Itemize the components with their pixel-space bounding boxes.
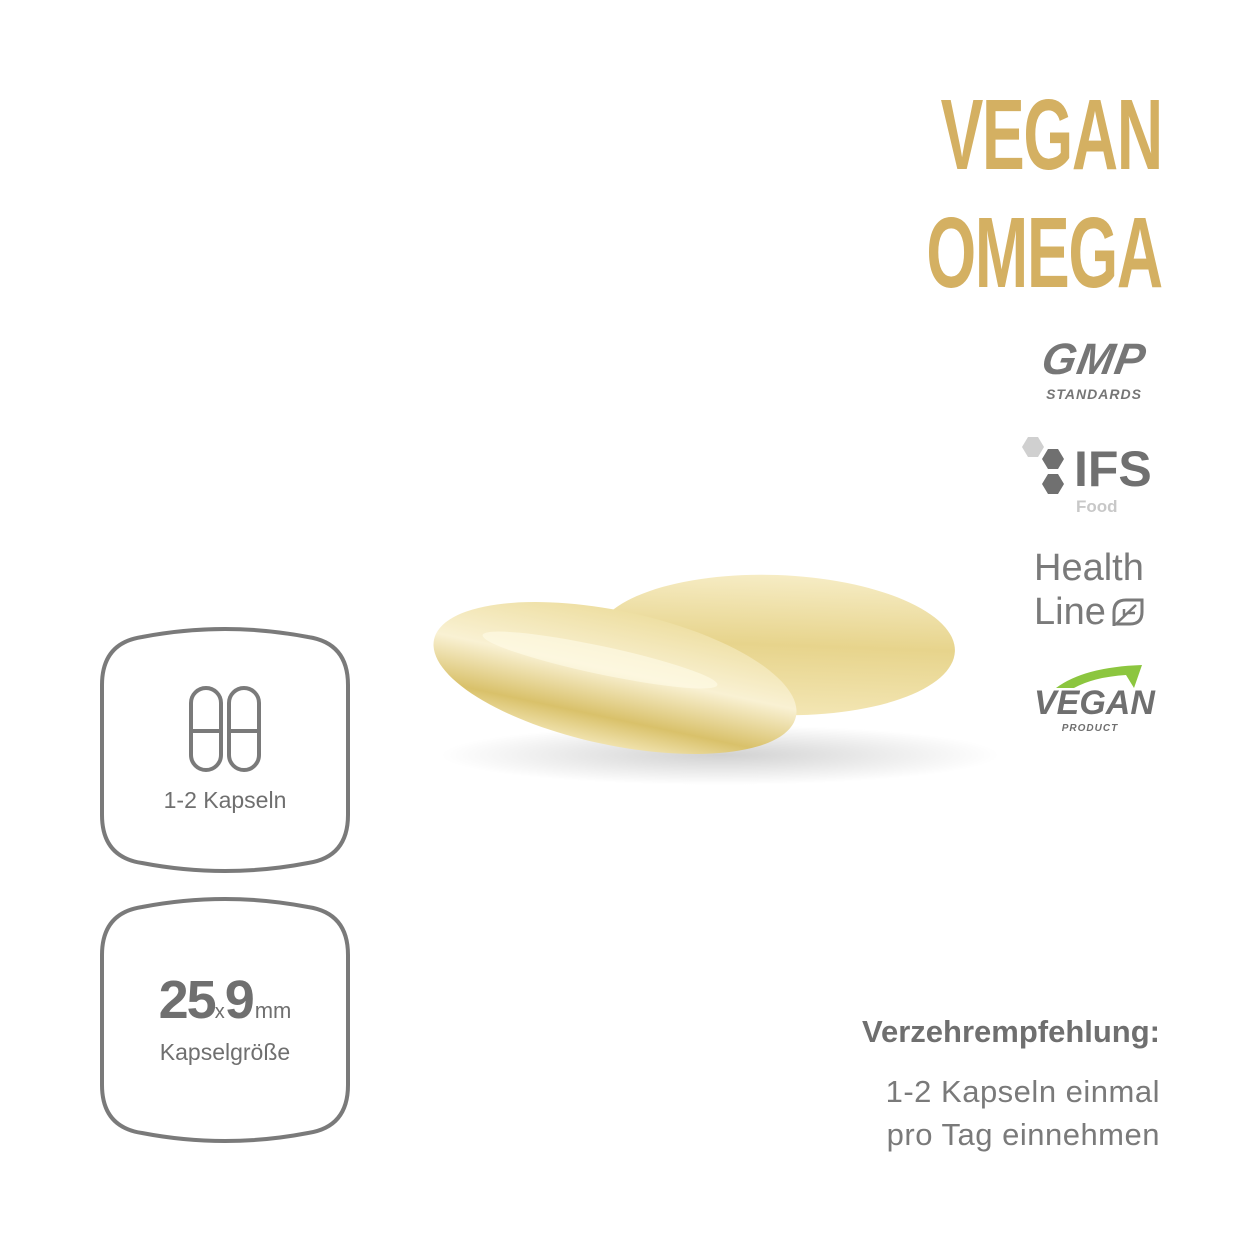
healthline-line2: Line [1034,591,1106,633]
capsule-size-label: Kapselgröße [159,1039,291,1065]
size-width: 9 [224,970,255,1030]
healthline-badge: Health Line [1034,546,1146,634]
ifs-sub: Food [1076,497,1118,516]
capsule-size-box: 25x9mm Kapselgröße [100,895,350,1145]
vegan-product-badge: VEGAN PRODUCT [1034,663,1155,735]
title-line-2: OMEGA [926,197,1164,309]
recommendation-line2: pro Tag einnehmen [886,1117,1160,1152]
vegan-main: VEGAN [1034,684,1155,722]
ifs-main: IFS [1074,441,1152,497]
title-line-1: VEGAN [940,79,1163,191]
gmp-sub: STANDARDS [1046,386,1142,402]
product-title: VEGAN OMEGA [926,76,1164,312]
capsules-image [433,574,1000,785]
hexagon-icon [1022,437,1064,494]
leaf-icon [1112,598,1144,626]
capsule-dimensions: 25x9mm [100,969,350,1045]
recommendation-heading: Verzehrempfehlung: [862,1014,1160,1049]
size-length: 25 [158,970,217,1030]
gmp-badge: GMP STANDARDS [1024,334,1164,403]
size-unit: mm [254,998,292,1023]
healthline-line1: Health [1034,547,1144,589]
dosage-label: 1-2 Kapseln [163,787,287,813]
vegan-sub: PRODUCT [1061,723,1119,734]
gmp-main: GMP [1038,335,1151,384]
size-times: x [214,1001,225,1023]
dosage-box: 1-2 Kapseln [100,625,350,875]
recommendation-line1: 1-2 Kapseln einmal [885,1074,1160,1109]
capsules-icon [189,686,261,772]
recommendation-text: 1-2 Kapseln einmal pro Tag einnehmen [886,1070,1160,1156]
ifs-badge: IFS Food [1018,435,1163,520]
vegan-swoosh-icon [1056,665,1142,688]
